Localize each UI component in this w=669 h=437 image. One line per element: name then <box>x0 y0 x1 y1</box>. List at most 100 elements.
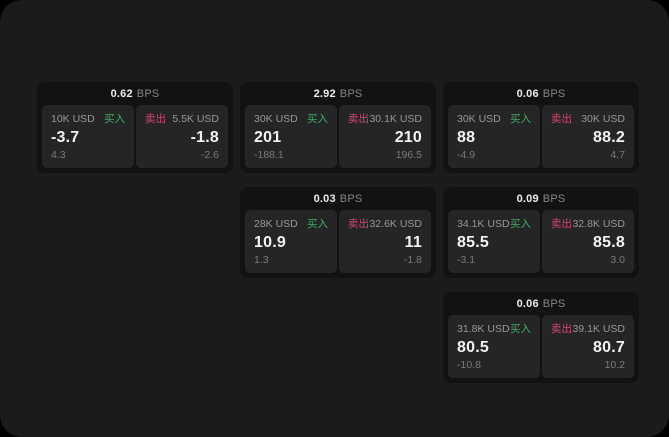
buy-price: 80.5 <box>457 339 489 356</box>
buy-price: 85.5 <box>457 234 489 251</box>
quote-card: 0.03 BPS 28K USD 买入 10.9 1.3 卖出 <box>240 187 436 278</box>
sell-quote-tile[interactable]: 卖出 30.1K USD 210 196.5 <box>339 105 431 168</box>
bps-value: 0.03 <box>313 192 336 205</box>
buy-quote-tile[interactable]: 34.1K USD 买入 85.5 -3.1 <box>448 210 540 273</box>
buy-quote-tile[interactable]: 10K USD 买入 -3.7 4.3 <box>42 105 134 168</box>
sell-amount: 30.1K USD <box>369 113 422 125</box>
buy-tile-header: 28K USD 买入 <box>254 218 328 230</box>
buy-quote-tile[interactable]: 30K USD 买入 201 -188.1 <box>245 105 337 168</box>
sell-price: 88.2 <box>593 129 625 146</box>
buy-side-label: 买入 <box>307 113 328 125</box>
quote-panels: 34.1K USD 买入 85.5 -3.1 卖出 32.8K USD 85.8… <box>443 210 639 278</box>
buy-price: -3.7 <box>51 129 80 146</box>
card-header: 0.03 BPS <box>240 187 436 210</box>
card-header: 0.06 BPS <box>443 82 639 105</box>
buy-tile-header: 30K USD 买入 <box>457 113 531 125</box>
buy-side-label: 买入 <box>510 323 531 335</box>
quote-panels: 10K USD 买入 -3.7 4.3 卖出 5.5K USD -1.8 -2.… <box>37 105 233 173</box>
sell-quote-tile[interactable]: 卖出 5.5K USD -1.8 -2.6 <box>136 105 228 168</box>
buy-quote-tile[interactable]: 31.8K USD 买入 80.5 -10.8 <box>448 315 540 378</box>
buy-amount: 30K USD <box>254 113 298 125</box>
sell-delta: -2.6 <box>200 149 219 161</box>
buy-amount: 10K USD <box>51 113 95 125</box>
sell-tile-header: 卖出 5.5K USD <box>145 113 219 125</box>
sell-side-label: 卖出 <box>551 218 572 230</box>
sell-price: 85.8 <box>593 234 625 251</box>
card-header: 0.62 BPS <box>37 82 233 105</box>
quote-panels: 30K USD 买入 88 -4.9 卖出 30K USD 88.2 4.7 <box>443 105 639 173</box>
buy-delta: -188.1 <box>254 149 284 161</box>
buy-tile-header: 31.8K USD 买入 <box>457 323 531 335</box>
sell-side-label: 卖出 <box>551 113 572 125</box>
card-header: 0.06 BPS <box>443 292 639 315</box>
sell-tile-header: 卖出 32.8K USD <box>551 218 625 230</box>
bps-unit-label: BPS <box>339 192 363 205</box>
sell-tile-header: 卖出 32.6K USD <box>348 218 422 230</box>
quote-card: 2.92 BPS 30K USD 买入 201 -188.1 卖出 <box>240 82 436 173</box>
quote-card: 0.06 BPS 30K USD 买入 88 -4.9 卖出 <box>443 82 639 173</box>
sell-tile-header: 卖出 39.1K USD <box>551 323 625 335</box>
sell-quote-tile[interactable]: 卖出 30K USD 88.2 4.7 <box>542 105 634 168</box>
sell-amount: 39.1K USD <box>572 323 625 335</box>
quote-card: 0.09 BPS 34.1K USD 买入 85.5 -3.1 卖出 <box>443 187 639 278</box>
sell-amount: 32.8K USD <box>572 218 625 230</box>
buy-tile-header: 10K USD 买入 <box>51 113 125 125</box>
buy-side-label: 买入 <box>510 113 531 125</box>
quote-card: 0.06 BPS 31.8K USD 买入 80.5 -10.8 卖 <box>443 292 639 383</box>
bps-unit-label: BPS <box>339 87 363 100</box>
buy-price: 201 <box>254 129 282 146</box>
quote-cards-grid: 0.62 BPS 10K USD 买入 -3.7 4.3 卖出 <box>37 82 639 383</box>
buy-price: 88 <box>457 129 476 146</box>
buy-delta: -3.1 <box>457 254 476 266</box>
bps-value: 0.09 <box>516 192 539 205</box>
buy-tile-header: 34.1K USD 买入 <box>457 218 531 230</box>
bps-value: 0.06 <box>516 297 539 310</box>
sell-price: 11 <box>404 234 422 251</box>
bps-unit-label: BPS <box>542 87 566 100</box>
card-header: 2.92 BPS <box>240 82 436 105</box>
buy-quote-tile[interactable]: 30K USD 买入 88 -4.9 <box>448 105 540 168</box>
buy-side-label: 买入 <box>104 113 125 125</box>
buy-tile-header: 30K USD 买入 <box>254 113 328 125</box>
sell-delta: 3.0 <box>610 254 625 266</box>
buy-amount: 28K USD <box>254 218 298 230</box>
buy-delta: 4.3 <box>51 149 66 161</box>
sell-side-label: 卖出 <box>551 323 572 335</box>
sell-delta: -1.8 <box>403 254 422 266</box>
sell-amount: 32.6K USD <box>369 218 422 230</box>
bps-value: 0.06 <box>516 87 539 100</box>
sell-tile-header: 卖出 30K USD <box>551 113 625 125</box>
sell-tile-header: 卖出 30.1K USD <box>348 113 422 125</box>
sell-delta: 4.7 <box>610 149 625 161</box>
bps-value: 2.92 <box>313 87 336 100</box>
buy-amount: 30K USD <box>457 113 501 125</box>
buy-delta: -4.9 <box>457 149 476 161</box>
sell-amount: 30K USD <box>581 113 625 125</box>
sell-price: -1.8 <box>190 129 219 146</box>
quote-panels: 31.8K USD 买入 80.5 -10.8 卖出 39.1K USD 80.… <box>443 315 639 383</box>
buy-delta: 1.3 <box>254 254 269 266</box>
bps-unit-label: BPS <box>542 192 566 205</box>
sell-quote-tile[interactable]: 卖出 32.8K USD 85.8 3.0 <box>542 210 634 273</box>
quote-panels: 30K USD 买入 201 -188.1 卖出 30.1K USD 210 1… <box>240 105 436 173</box>
sell-amount: 5.5K USD <box>172 113 219 125</box>
buy-quote-tile[interactable]: 28K USD 买入 10.9 1.3 <box>245 210 337 273</box>
sell-quote-tile[interactable]: 卖出 39.1K USD 80.7 10.2 <box>542 315 634 378</box>
bps-value: 0.62 <box>110 87 133 100</box>
buy-side-label: 买入 <box>510 218 531 230</box>
sell-side-label: 卖出 <box>348 218 369 230</box>
sell-quote-tile[interactable]: 卖出 32.6K USD 11 -1.8 <box>339 210 431 273</box>
quote-panels: 28K USD 买入 10.9 1.3 卖出 32.6K USD 11 -1.8 <box>240 210 436 278</box>
quote-card: 0.62 BPS 10K USD 买入 -3.7 4.3 卖出 <box>37 82 233 173</box>
bps-unit-label: BPS <box>136 87 160 100</box>
sell-delta: 196.5 <box>395 149 422 161</box>
buy-amount: 31.8K USD <box>457 323 510 335</box>
buy-delta: -10.8 <box>457 359 481 371</box>
sell-side-label: 卖出 <box>145 113 166 125</box>
sell-price: 210 <box>394 129 422 146</box>
buy-price: 10.9 <box>254 234 286 251</box>
sell-price: 80.7 <box>593 339 625 356</box>
sell-side-label: 卖出 <box>348 113 369 125</box>
